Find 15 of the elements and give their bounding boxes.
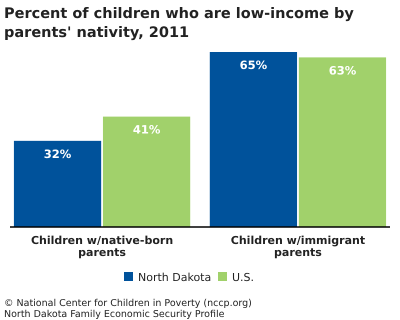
legend-label: U.S.: [232, 271, 254, 284]
bar: [102, 116, 190, 227]
data-label: 65%: [240, 58, 268, 72]
data-label: 32%: [44, 146, 72, 161]
bar: [14, 140, 102, 227]
text: North Dakota Family Economic Security Profile: [4, 309, 225, 320]
bar: [210, 52, 298, 227]
text: © National Center for Children in Poverty (nccp.org): [4, 298, 252, 309]
data-label: 41%: [132, 122, 161, 137]
legend-label: North Dakota: [138, 271, 212, 284]
bar: [298, 57, 386, 227]
x-tick-label: Children w/native-born parents: [30, 234, 174, 259]
x-tick-label: Children w/immigrant parents: [230, 234, 366, 259]
chart-title: Percent of children who are low-income by parents' nativity, 2011: [4, 6, 354, 41]
data-label: 63%: [328, 63, 357, 78]
